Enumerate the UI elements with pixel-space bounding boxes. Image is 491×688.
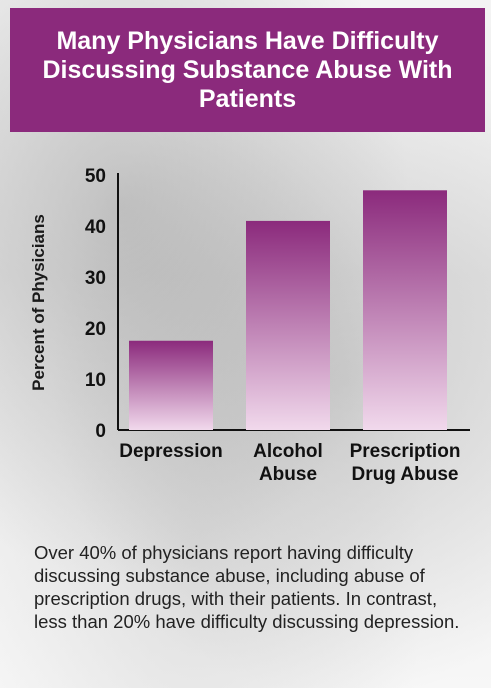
chart-caption: Over 40% of physicians report having dif…	[34, 542, 460, 632]
y-tick-label: 30	[85, 268, 106, 289]
bar	[129, 340, 213, 430]
category-label: Depression	[119, 441, 222, 462]
bar	[363, 190, 447, 430]
y-axis-title: Percent of Physicians	[29, 214, 48, 391]
y-tick-label: 40	[85, 217, 106, 238]
chart-title: Many Physicians Have Difficulty Discussi…	[42, 26, 453, 113]
y-tick-label: 0	[95, 421, 106, 442]
category-label: Prescription	[350, 441, 461, 462]
title-banner: Many Physicians Have Difficulty Discussi…	[10, 8, 485, 132]
category-label: Abuse	[259, 464, 317, 485]
bar	[246, 220, 330, 430]
category-label: Drug Abuse	[352, 464, 459, 485]
category-label: Alcohol	[253, 441, 323, 462]
y-tick-label: 50	[85, 166, 106, 187]
chart-bars	[129, 190, 447, 430]
y-tick-label: 20	[85, 319, 106, 340]
y-tick-labels: 0 10 20 30 40 50	[85, 166, 106, 442]
y-tick-label: 10	[85, 370, 106, 391]
